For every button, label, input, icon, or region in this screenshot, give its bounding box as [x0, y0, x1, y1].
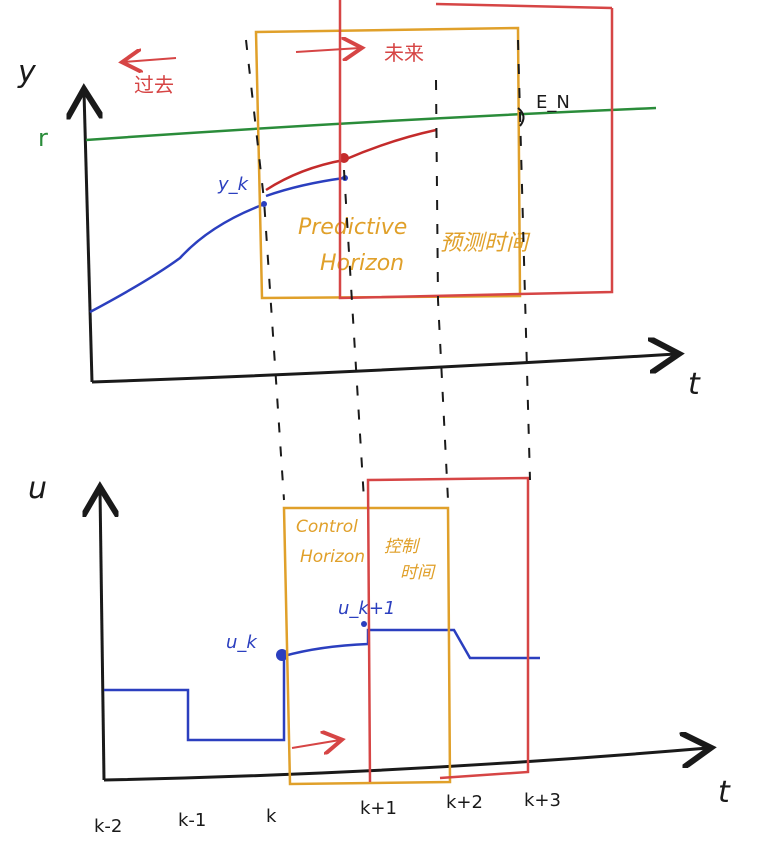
u-k1-label: u_k+1: [338, 598, 395, 619]
top-t-axis: [91, 354, 676, 384]
predictive-horizon-cn: 预测时间: [440, 231, 531, 256]
u-k1-point: [361, 621, 367, 627]
reference-label: r: [38, 124, 48, 152]
output-label: y_k: [217, 174, 250, 195]
predictive-horizon-label-2: Horizon: [320, 251, 404, 276]
tick-k-1: k-1: [178, 810, 206, 831]
predictive-horizon-label-1: Predictive: [298, 215, 407, 240]
past-arrow: [124, 58, 177, 62]
tick-k-plus-3: k+3: [524, 790, 561, 811]
guide-k-plus-3: [517, 39, 531, 481]
shift-arrow: [291, 740, 340, 748]
future-arrow: [295, 48, 360, 52]
guide-k: [245, 39, 285, 501]
u-k-label: u_k: [226, 632, 258, 653]
shifted-control-window: [366, 476, 530, 783]
top-y-axis-label: y: [17, 55, 37, 90]
current-output-point: [261, 201, 267, 207]
predicted-output-point: [339, 153, 349, 163]
guide-k-plus-2: [435, 79, 449, 501]
bottom-u-axis-label: u: [28, 471, 47, 506]
bottom-t-axis: [103, 748, 708, 782]
past-output-curve: [89, 203, 263, 314]
top-y-axis: [84, 92, 92, 383]
bottom-t-axis-label: t: [718, 775, 731, 810]
u-k-point: [276, 649, 288, 661]
predicted-output-curve: [265, 128, 437, 192]
current-output-segment: [265, 176, 345, 198]
tick-k: k: [266, 806, 277, 827]
bottom-chart: u t u_k u_k+1 Control Horizon 控制 时间 k-2 …: [28, 471, 731, 837]
past-control-signal: [104, 656, 286, 742]
reference-line: [85, 106, 657, 142]
guide-k-plus-1: [343, 169, 365, 501]
shifted-predictive-window: [338, 0, 614, 300]
shifted-predictive-window-top: [435, 2, 613, 10]
control-horizon-label-1: Control: [296, 517, 358, 537]
predictive-horizon-window: [254, 26, 522, 300]
top-chart: y t r y_k Predictive Horizon 预测时间 E_N 过去…: [17, 0, 701, 402]
control-horizon-cn-2: 时间: [400, 563, 436, 583]
top-t-axis-label: t: [688, 367, 701, 402]
control-horizon-window: [282, 506, 452, 786]
dashed-guides: [245, 39, 531, 501]
control-horizon-cn-1: 控制: [384, 537, 421, 557]
error-label: E_N: [536, 92, 570, 113]
bottom-u-axis: [100, 490, 104, 781]
tick-k-2: k-2: [94, 816, 122, 837]
future-label: 未来: [384, 41, 424, 65]
future-control-signal: [283, 628, 540, 660]
tick-k-plus-1: k+1: [360, 798, 397, 819]
past-label: 过去: [134, 73, 174, 97]
error-bracket: [517, 107, 525, 127]
control-horizon-label-2: Horizon: [300, 547, 365, 567]
tick-k-plus-2: k+2: [446, 792, 483, 813]
